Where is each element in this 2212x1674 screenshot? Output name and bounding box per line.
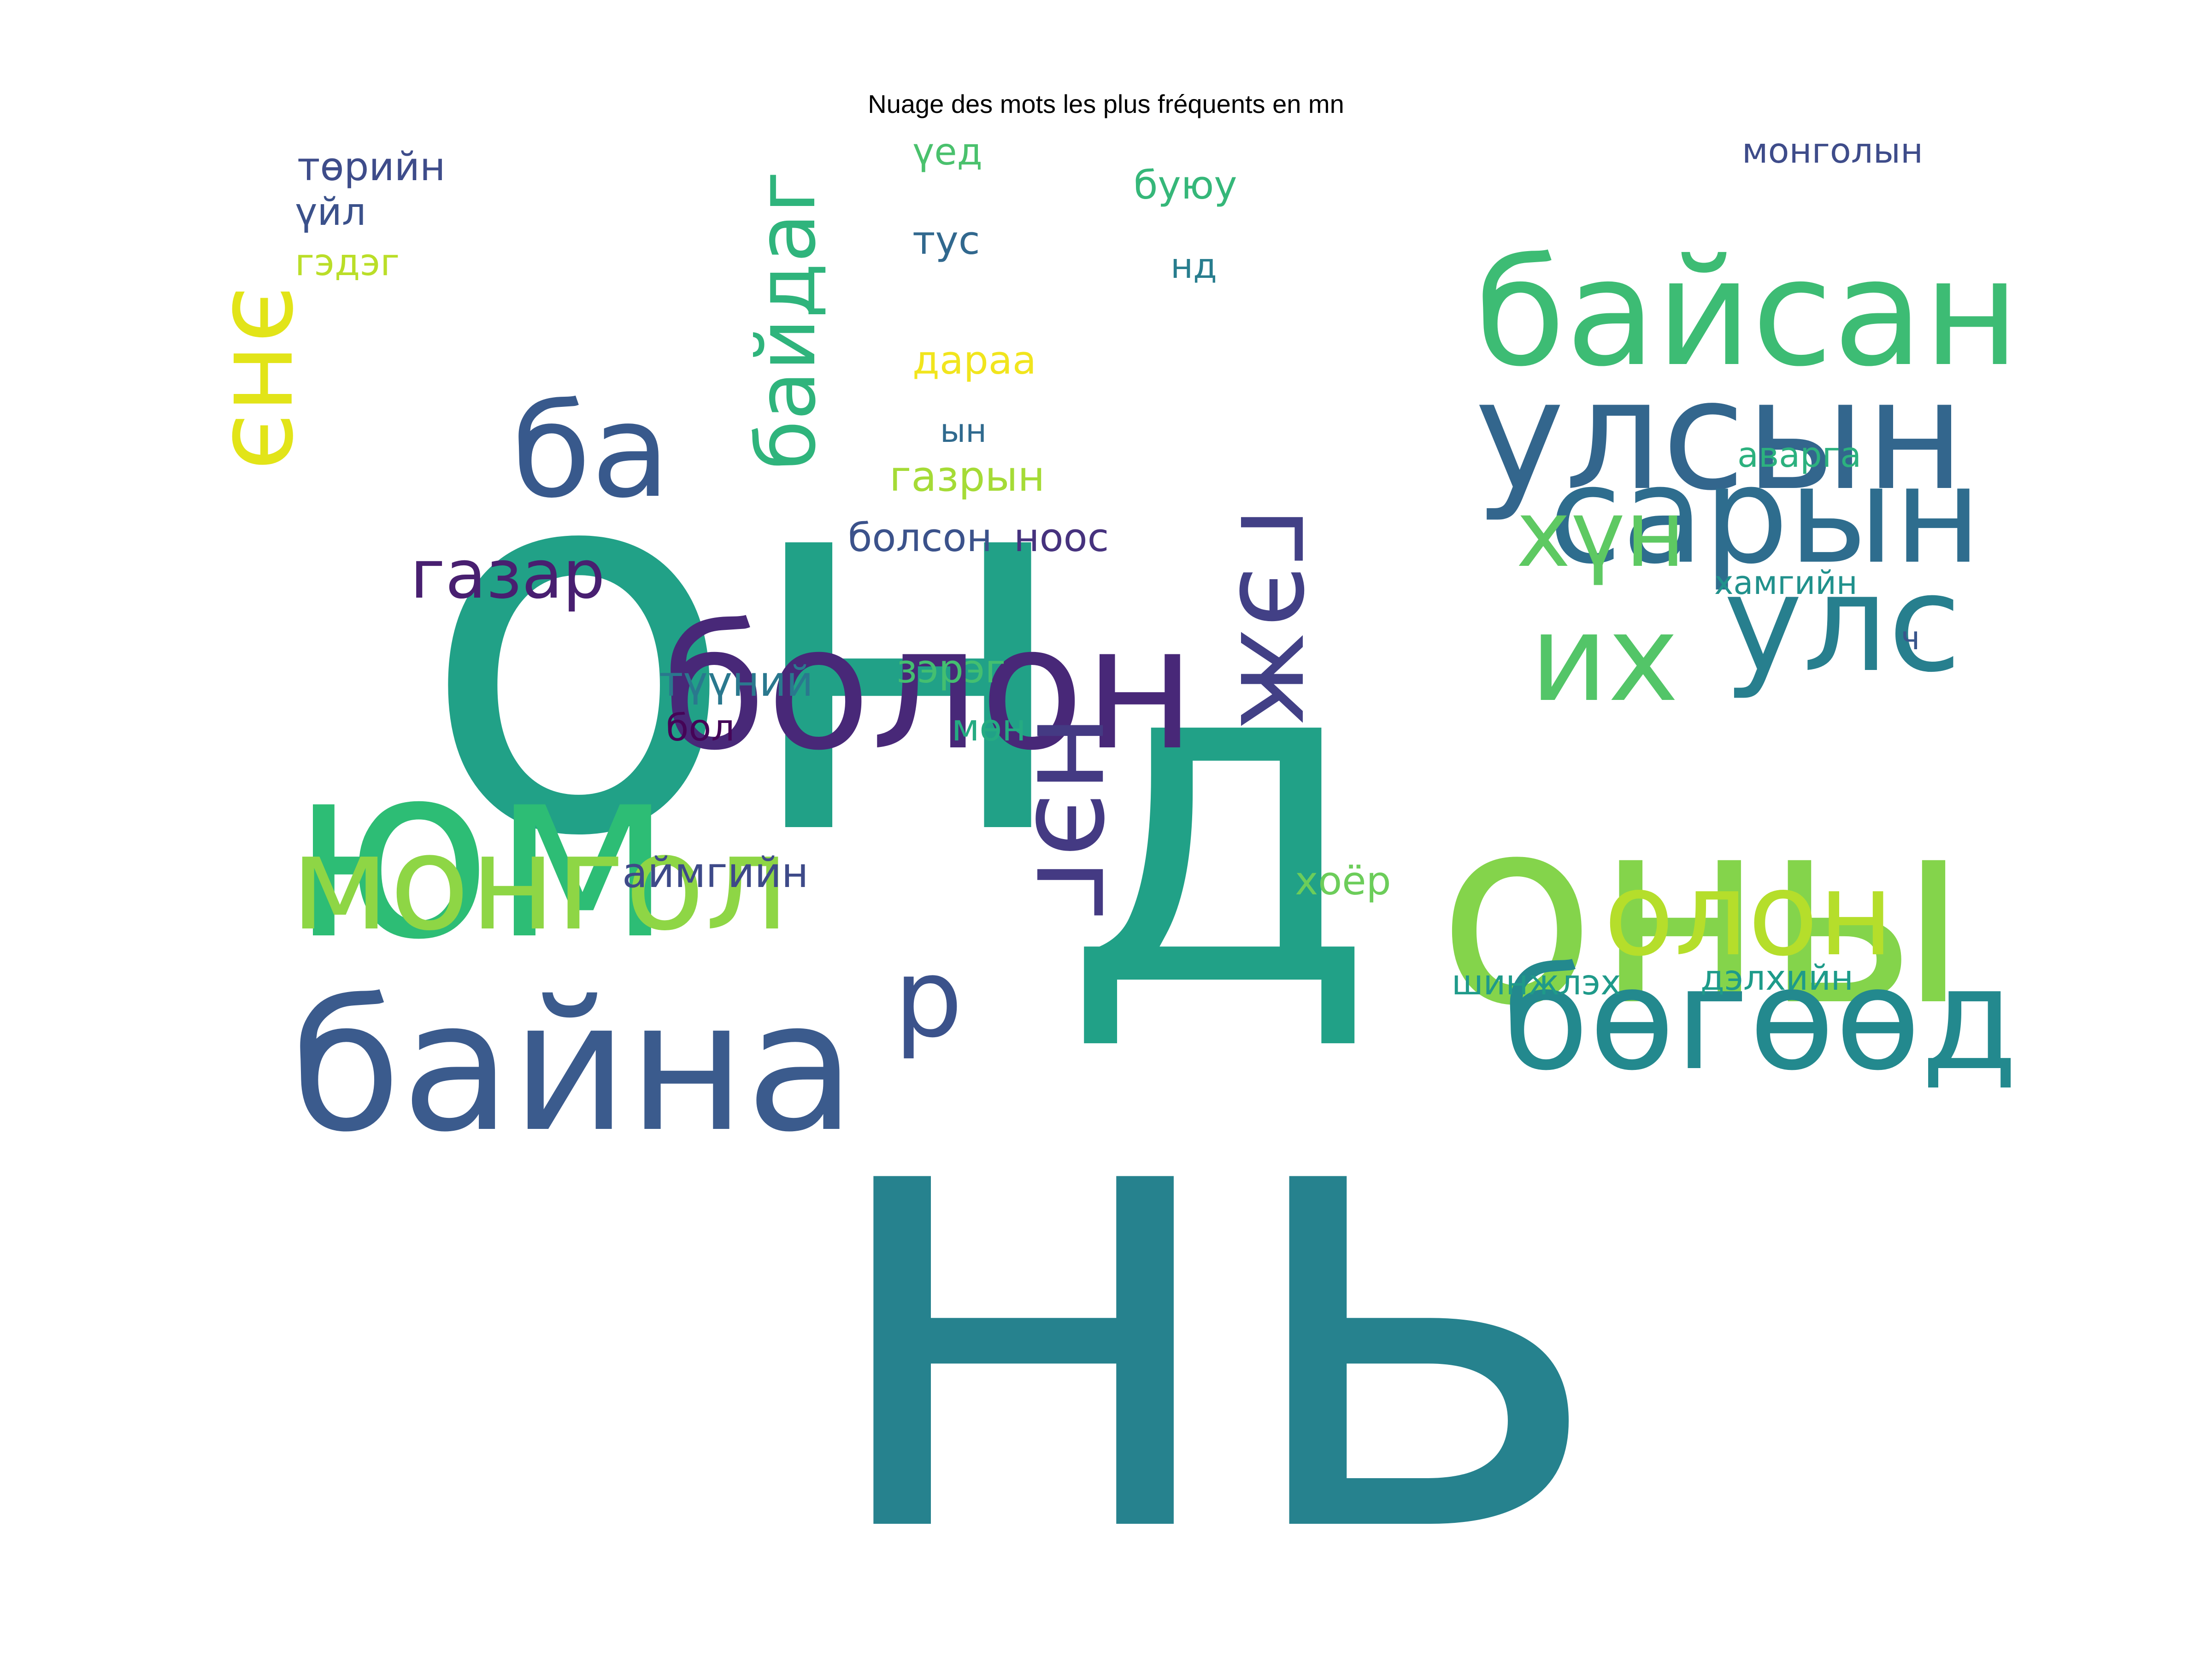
word-cloud-word: бөгөөд bbox=[1502, 938, 2018, 1101]
word-cloud-word: бол bbox=[666, 706, 735, 749]
word-cloud-word: шинжлэх bbox=[1452, 962, 1621, 1003]
word-cloud-word: хүн bbox=[1516, 481, 1686, 588]
word-cloud-word: олон bbox=[1604, 847, 1894, 981]
word-cloud-word: улс bbox=[1724, 546, 1962, 702]
word-cloud-word: сарын bbox=[1548, 438, 1982, 593]
word-cloud-word: улсын bbox=[1475, 347, 1965, 524]
word-cloud-word: нь bbox=[816, 934, 1606, 1674]
word-cloud-word: зэрэг bbox=[896, 646, 1006, 692]
word-cloud: он нь д оны юм болон байна улсын байсан сарын бөгө… bbox=[208, 130, 2020, 1622]
word-cloud-word: их bbox=[1530, 589, 1679, 728]
word-cloud-word: энэ bbox=[208, 286, 331, 471]
word-cloud-word: газар bbox=[410, 536, 606, 614]
word-cloud-word: оны bbox=[1438, 762, 1968, 1063]
word-cloud-word: түүний bbox=[659, 658, 813, 706]
word-cloud-word: байна bbox=[290, 962, 856, 1171]
word-cloud-word: тус bbox=[912, 218, 980, 264]
chart-title: Nuage des mots les plus fréquents en mn bbox=[868, 89, 1344, 118]
word-cloud-word: үйл bbox=[295, 190, 366, 234]
word-cloud-word: мөн bbox=[952, 706, 1026, 749]
word-cloud-word: газрын bbox=[889, 452, 1045, 501]
word-cloud-word: гэж bbox=[1214, 507, 1346, 730]
word-cloud-word: дэлхийн bbox=[1700, 957, 1853, 998]
word-cloud-word: монголын bbox=[1742, 130, 1923, 171]
word-cloud-word: байсан bbox=[1475, 228, 2020, 399]
word-cloud-word: юм bbox=[290, 713, 673, 992]
word-cloud-word: д bbox=[1060, 552, 1379, 1088]
word-cloud-word: р bbox=[894, 936, 963, 1062]
word-cloud-word: аварга bbox=[1737, 435, 1862, 475]
word-cloud-word: монгол bbox=[290, 807, 789, 960]
word-cloud-word: дараа bbox=[912, 338, 1036, 383]
word-cloud-word: ноос bbox=[1014, 515, 1109, 561]
word-cloud-word: хоёр bbox=[1295, 858, 1391, 904]
word-cloud-word: болон bbox=[661, 590, 1196, 788]
word-cloud-word: төрийн bbox=[297, 144, 446, 190]
word-cloud-word: байдаг bbox=[740, 170, 834, 470]
word-cloud-word: ч bbox=[1901, 619, 1920, 657]
word-cloud-word: аймгийн bbox=[622, 849, 809, 897]
word-cloud-word: үед bbox=[912, 130, 982, 173]
word-cloud-word: ын bbox=[940, 412, 987, 450]
word-cloud-word: он bbox=[419, 344, 1079, 950]
word-cloud-word: нэг bbox=[1009, 714, 1148, 922]
word-cloud-word: хамгийн bbox=[1714, 564, 1858, 602]
word-cloud-word: буюу bbox=[1134, 163, 1237, 208]
word-cloud-word: болсон bbox=[848, 515, 993, 561]
word-cloud-word: нд bbox=[1171, 246, 1217, 286]
word-cloud-word: гэдэг bbox=[295, 241, 400, 284]
word-cloud-word: ба bbox=[512, 376, 671, 527]
